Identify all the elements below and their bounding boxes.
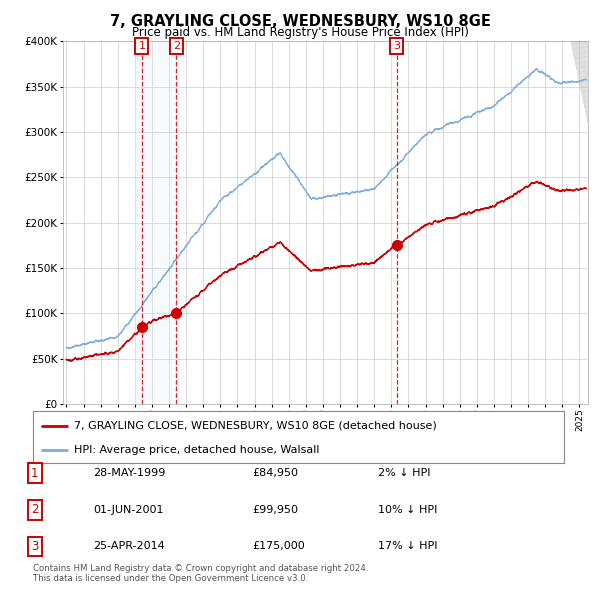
Text: 2: 2 <box>173 41 180 51</box>
Text: £175,000: £175,000 <box>252 542 305 551</box>
Text: 25-APR-2014: 25-APR-2014 <box>93 542 165 551</box>
Text: Contains HM Land Registry data © Crown copyright and database right 2024.
This d: Contains HM Land Registry data © Crown c… <box>33 563 368 583</box>
Text: 10% ↓ HPI: 10% ↓ HPI <box>378 505 437 514</box>
Text: 7, GRAYLING CLOSE, WEDNESBURY, WS10 8GE: 7, GRAYLING CLOSE, WEDNESBURY, WS10 8GE <box>110 14 490 29</box>
Text: 2: 2 <box>31 503 38 516</box>
Text: 1: 1 <box>139 41 145 51</box>
Text: 7, GRAYLING CLOSE, WEDNESBURY, WS10 8GE (detached house): 7, GRAYLING CLOSE, WEDNESBURY, WS10 8GE … <box>74 421 437 431</box>
Text: 3: 3 <box>394 41 400 51</box>
Text: 2% ↓ HPI: 2% ↓ HPI <box>378 468 431 478</box>
Text: HPI: Average price, detached house, Walsall: HPI: Average price, detached house, Wals… <box>74 445 320 455</box>
Text: 17% ↓ HPI: 17% ↓ HPI <box>378 542 437 551</box>
Text: 01-JUN-2001: 01-JUN-2001 <box>93 505 163 514</box>
Text: 3: 3 <box>31 540 38 553</box>
Text: £84,950: £84,950 <box>252 468 298 478</box>
Text: Price paid vs. HM Land Registry's House Price Index (HPI): Price paid vs. HM Land Registry's House … <box>131 26 469 39</box>
Text: 28-MAY-1999: 28-MAY-1999 <box>93 468 166 478</box>
Bar <box>135 41 178 404</box>
Text: 1: 1 <box>31 467 38 480</box>
Text: £99,950: £99,950 <box>252 505 298 514</box>
